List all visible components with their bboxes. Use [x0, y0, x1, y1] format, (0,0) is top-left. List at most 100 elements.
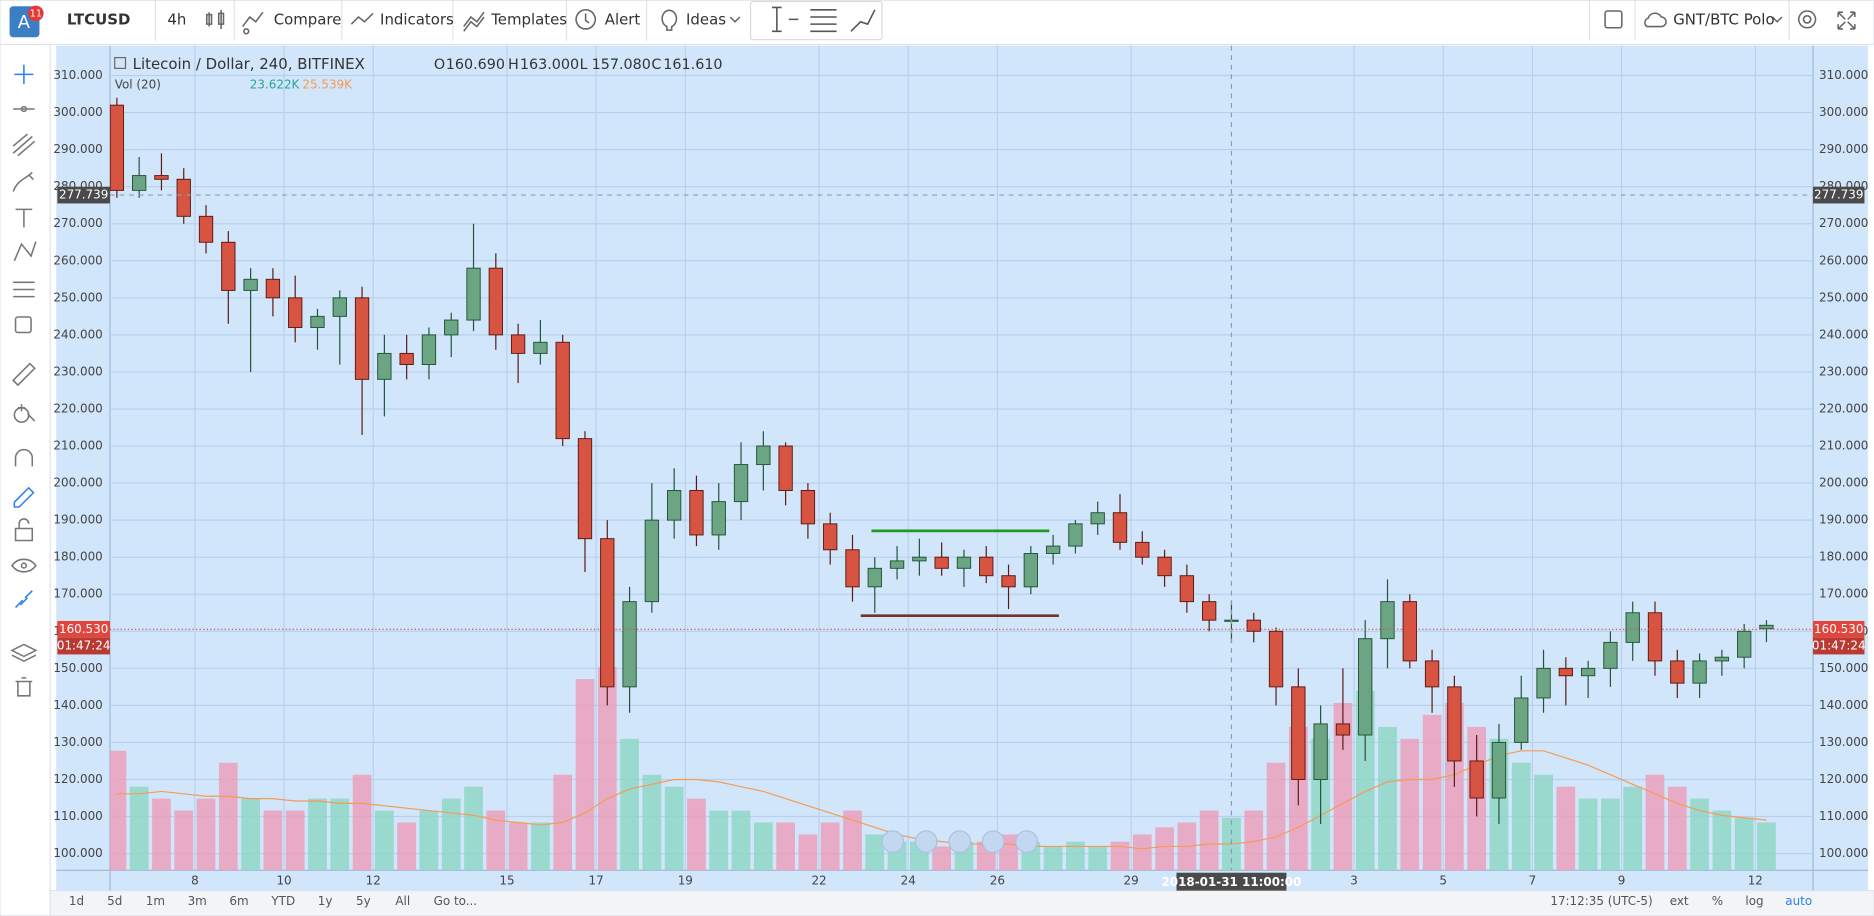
- x-tick-label: 22: [811, 874, 826, 888]
- symbol[interactable]: LTCUSD: [67, 11, 130, 29]
- tool-icon[interactable]: [13, 404, 36, 423]
- y-tick-label: 110.000: [1819, 809, 1868, 823]
- compare-icon[interactable]: [241, 11, 264, 35]
- toolbar-button[interactable]: Ideas: [686, 11, 726, 29]
- tool-icon[interactable]: [14, 518, 34, 542]
- toolbar-button[interactable]: Templates: [490, 11, 567, 29]
- toolbar-button[interactable]: Alert: [605, 11, 641, 29]
- toolbar-button[interactable]: Compare: [274, 11, 342, 29]
- candle-body: [1045, 545, 1061, 554]
- settings-icon[interactable]: [1798, 10, 1817, 29]
- tool-icon[interactable]: [12, 362, 36, 387]
- cloud-icon[interactable]: [1644, 12, 1667, 28]
- countdown-tag: [1813, 637, 1865, 655]
- last-price-label: 160.530: [1814, 622, 1863, 636]
- auto-scale[interactable]: auto: [1785, 894, 1812, 908]
- zoom-control[interactable]: [1015, 830, 1038, 853]
- range-button[interactable]: 1d: [69, 894, 84, 908]
- volume-legend-ma: 25.539K: [302, 78, 353, 92]
- candle-body: [956, 556, 972, 569]
- range-button[interactable]: 3m: [188, 894, 207, 908]
- range-button[interactable]: 1m: [146, 894, 165, 908]
- range-button[interactable]: All: [395, 894, 410, 908]
- ideas-dropdown[interactable]: [729, 16, 741, 23]
- tool-icon[interactable]: [14, 590, 33, 608]
- tool-icon[interactable]: [14, 64, 34, 84]
- y-tick-label: 180.000: [1819, 550, 1868, 564]
- volume-bar: [932, 846, 952, 871]
- tool-icon[interactable]: [12, 133, 36, 157]
- interval[interactable]: 4h: [167, 11, 186, 29]
- badge: [28, 5, 44, 22]
- countdown-label: 01:47:24: [57, 639, 111, 653]
- range-button[interactable]: YTD: [270, 894, 295, 908]
- y-tick-label: 300.000: [1819, 105, 1868, 119]
- crosshair-price-tag: [1813, 186, 1865, 204]
- y-tick-label: 230.000: [1819, 364, 1868, 378]
- tool-icon[interactable]: [10, 558, 37, 573]
- candle-body: [1447, 686, 1462, 762]
- legend-collapse: [114, 57, 127, 69]
- x-tick-label: 12: [366, 874, 381, 888]
- range-button[interactable]: 1y: [318, 894, 333, 908]
- tool-icon[interactable]: [15, 677, 33, 697]
- plot: [109, 45, 1814, 871]
- candle-body: [622, 601, 637, 688]
- tool-icon[interactable]: [13, 281, 35, 298]
- templates-icon[interactable]: [463, 11, 485, 32]
- ohlc-value: 157.080: [592, 57, 651, 73]
- goto-button[interactable]: Go to...: [434, 894, 478, 908]
- range-button[interactable]: 6m: [229, 894, 248, 908]
- indicators-icon[interactable]: [350, 12, 374, 25]
- x-tick-label: 3: [1350, 874, 1358, 888]
- y-tick-label: 110.000: [53, 809, 102, 823]
- scale-option[interactable]: ext: [1670, 894, 1689, 908]
- tool-icon[interactable]: [14, 316, 32, 334]
- y-tick-label: 150.000: [1819, 661, 1868, 675]
- zoom-control[interactable]: [948, 830, 972, 853]
- chart-style-icon[interactable]: [205, 9, 225, 29]
- scale-option[interactable]: log: [1745, 894, 1763, 908]
- candle-body: [399, 352, 414, 366]
- last-price-label: 160.530: [59, 622, 108, 636]
- tool-icon[interactable]: [12, 171, 35, 192]
- candle-body: [288, 297, 303, 328]
- layout-icon[interactable]: [1604, 10, 1623, 29]
- y-tick-label: 240.000: [53, 327, 102, 341]
- tool-icon[interactable]: [13, 241, 37, 262]
- clock: 17:12:35 (UTC-5): [1550, 894, 1652, 908]
- watchlist[interactable]: GNT/BTC Polo: [1673, 11, 1774, 29]
- tool-icon[interactable]: [850, 9, 876, 32]
- candle-body: [1736, 630, 1752, 658]
- zoom-control[interactable]: [881, 830, 905, 853]
- candle-body: [1023, 552, 1038, 588]
- tool-icon[interactable]: [13, 105, 35, 113]
- scale-option[interactable]: %: [1712, 894, 1723, 908]
- candle-body: [1424, 660, 1440, 688]
- x-tick-label: 7: [1529, 874, 1537, 888]
- y-tick-label: 310.000: [1819, 68, 1868, 82]
- range-button[interactable]: 5y: [356, 894, 371, 908]
- candle-body: [1603, 641, 1618, 669]
- x-tick-label: 24: [901, 874, 916, 888]
- tool-icon[interactable]: [810, 9, 837, 33]
- tool-icon[interactable]: [13, 486, 35, 508]
- tool-icon[interactable]: [772, 6, 799, 33]
- zoom-control[interactable]: [914, 830, 938, 853]
- tool-icon[interactable]: [10, 643, 38, 663]
- candle-body: [243, 278, 258, 291]
- range-button[interactable]: 5d: [107, 894, 122, 908]
- ideas-icon[interactable]: [661, 9, 678, 31]
- watchlist-dropdown[interactable]: [1771, 16, 1783, 23]
- candle-body: [1469, 760, 1484, 799]
- zoom-control[interactable]: [981, 830, 1005, 853]
- ohlc-value: 160.690: [446, 57, 505, 73]
- alert-icon[interactable]: [575, 9, 597, 30]
- toolbar-button[interactable]: Indicators: [380, 11, 454, 29]
- candle-body: [466, 267, 481, 321]
- candle-body: [778, 445, 793, 491]
- tool-icon[interactable]: [15, 208, 33, 228]
- fullscreen-icon[interactable]: [1837, 11, 1856, 30]
- tool-icon[interactable]: [14, 448, 34, 467]
